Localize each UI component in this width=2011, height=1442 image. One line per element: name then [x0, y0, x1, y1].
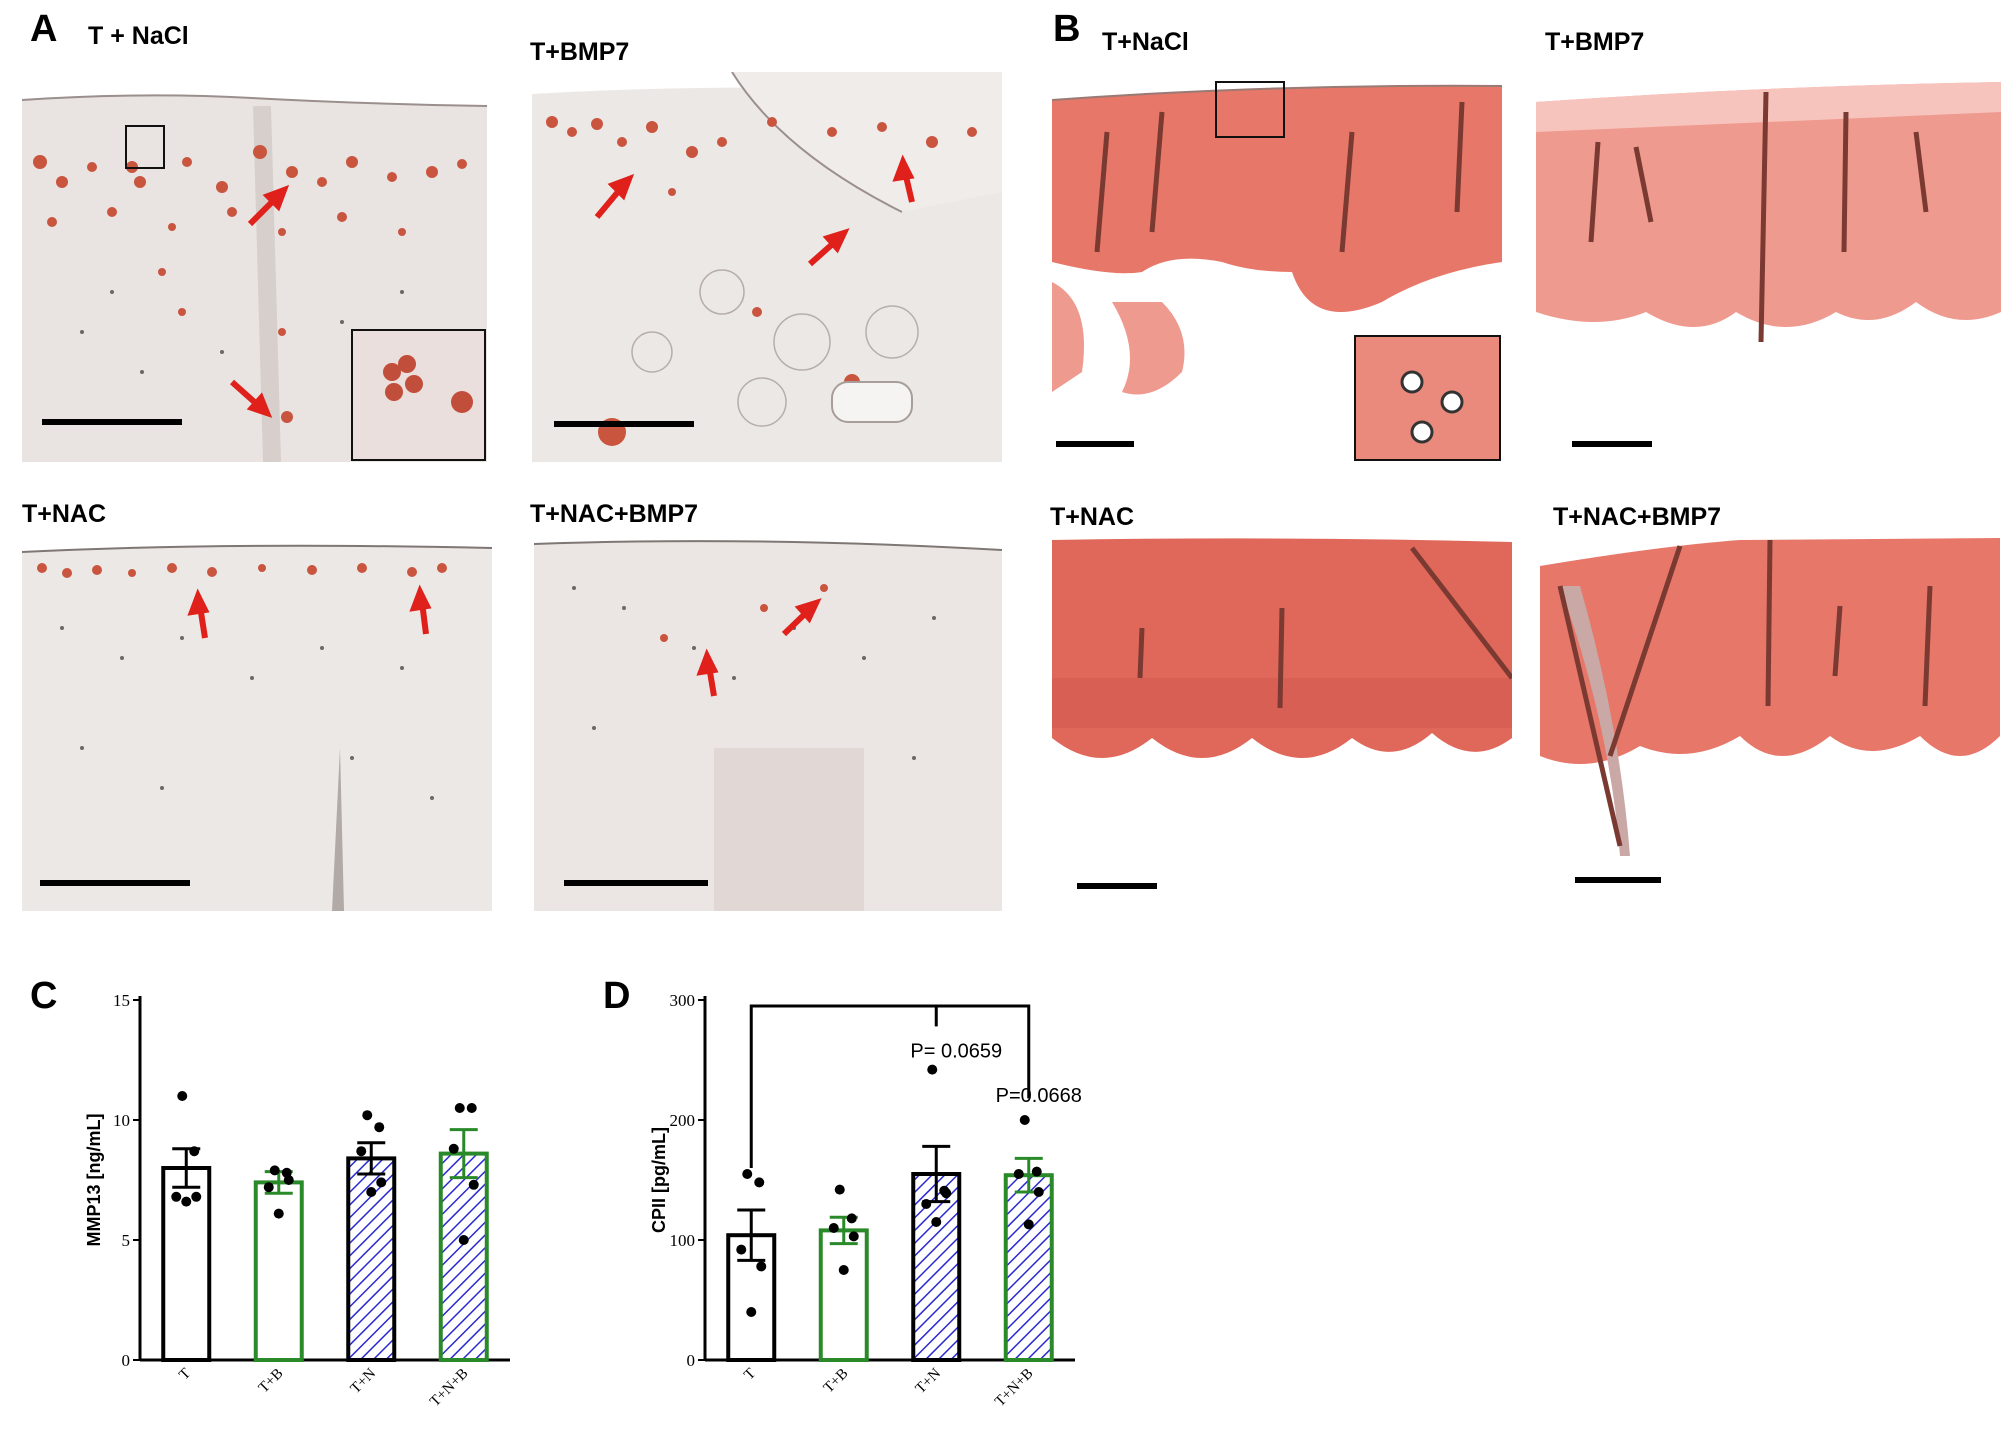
panel-d-y-tick-label: 0 — [687, 1351, 696, 1370]
panel-c-data-point — [191, 1191, 202, 1202]
panel-c-x-tick-label: T — [176, 1366, 194, 1384]
panel-c-data-point — [458, 1235, 469, 1245]
panel-d-x-tick-label: T+B — [821, 1366, 852, 1397]
panel-a-title-t-nac: T+NAC — [22, 500, 107, 528]
panel-d-data-point — [746, 1307, 757, 1317]
panel-d-data-point — [736, 1244, 747, 1255]
panel-a-title-t-nac-bmp7: T+NAC+BMP7 — [530, 500, 699, 528]
panel-d-bar-t-b — [818, 1228, 869, 1362]
panel-b-title-t-bmp7: T+BMP7 — [1545, 28, 1645, 56]
panel-d-data-point — [921, 1199, 932, 1209]
panel-a-letter: A — [30, 8, 58, 50]
panel-d-data-point — [828, 1223, 839, 1233]
panel-d-data-point — [756, 1261, 767, 1272]
panel-c-x-tick-label: T+N — [348, 1365, 380, 1397]
panel-d-data-point — [927, 1064, 938, 1075]
panel-c-data-point — [177, 1091, 188, 1101]
panel-d-p-value-label: P=0.0668 — [996, 1085, 1082, 1107]
panel-d-bar-t-n-b — [1003, 1173, 1054, 1362]
panel-c-x-tick-label: T+N+B — [427, 1366, 471, 1410]
panel-c-data-point — [171, 1191, 182, 1202]
panel-d-y-tick-label: 100 — [670, 1231, 696, 1250]
panel-d-data-point — [742, 1169, 753, 1179]
panel-c-y-tick-label: 15 — [113, 991, 130, 1010]
panel-b-title-t-nac: T+NAC — [1050, 503, 1135, 531]
panel-d-x-tick-label: T+N — [913, 1365, 945, 1397]
panel-c-data-point — [466, 1103, 477, 1113]
panel-c-data-point — [283, 1175, 294, 1185]
panel-c-data-point — [263, 1182, 274, 1193]
panel-d-y-tick-label: 200 — [670, 1111, 696, 1130]
panel-c-data-point — [374, 1122, 385, 1133]
panel-c-data-point — [189, 1146, 200, 1157]
panel-d-data-point — [834, 1184, 845, 1195]
panel-d-chart: CPII [pg/mL] 0 100 200 300 T T+B T+N T+N+B P= 0.… — [649, 991, 1082, 1410]
panel-d-letter: D — [603, 975, 631, 1017]
panel-a-micrograph-t-nac-bmp7 — [534, 528, 1002, 911]
panel-a-micrograph-t-nac — [22, 528, 492, 911]
panel-c-y-tick-label: 5 — [122, 1231, 131, 1250]
panel-c-data-point — [468, 1179, 479, 1190]
panel-b-micrograph-t-bmp7 — [1536, 72, 2001, 462]
panel-b-title-t-nacl: T+NaCl — [1102, 28, 1189, 56]
panel-c-y-axis-label: MMP13 [ng/mL] — [84, 1114, 104, 1247]
panel-c-data-point — [376, 1177, 387, 1188]
panel-d-bar-t-n — [911, 1172, 962, 1362]
panel-d-x-tick-label: T+N+B — [992, 1366, 1036, 1410]
panel-c-data-point — [366, 1187, 377, 1197]
panel-d-data-point — [941, 1188, 952, 1199]
panel-d-data-point — [1023, 1219, 1034, 1230]
panel-c-bar-t — [161, 1166, 212, 1362]
panel-c-data-point — [362, 1110, 373, 1121]
panel-d-data-point — [1013, 1169, 1024, 1179]
panel-d-data-point — [1019, 1115, 1030, 1125]
panel-d-data-point — [931, 1217, 942, 1227]
panel-c-y-tick-label: 10 — [113, 1111, 130, 1130]
panel-c-data-point — [181, 1196, 192, 1207]
panel-d-data-point — [1031, 1166, 1042, 1177]
panel-d-data-point — [1033, 1187, 1044, 1197]
panel-a-title-t-nacl: T + NaCl — [88, 22, 189, 50]
panel-d-significance-bracket — [749, 1004, 1031, 1168]
panel-a-title-t-bmp7: T+BMP7 — [530, 38, 630, 66]
panel-d-y-tick-label: 300 — [670, 991, 696, 1010]
panel-a-micrograph-t-bmp7 — [532, 72, 1002, 462]
panel-b-micrograph-t-nacl — [1052, 72, 1502, 462]
panel-d-data-point — [848, 1231, 859, 1242]
panel-b-letter: B — [1053, 8, 1081, 50]
panel-c-data-point — [356, 1146, 367, 1157]
panel-c-y-tick-label: 0 — [122, 1351, 131, 1370]
panel-c-data-point — [448, 1143, 459, 1154]
panel-d-data-point — [846, 1213, 857, 1224]
panel-c-x-tick-label: T+B — [256, 1366, 287, 1397]
panel-b-micrograph-t-nac — [1052, 528, 1512, 918]
panel-c-bar-t-n-b — [438, 1151, 489, 1362]
panel-d-y-axis-label: CPII [pg/mL] — [649, 1127, 669, 1233]
panel-d-x-tick-label: T — [741, 1366, 759, 1384]
panel-d-data-point — [754, 1177, 765, 1188]
panel-a-micrograph-t-nacl — [22, 72, 487, 462]
panel-d-p-value-label: P= 0.0659 — [910, 1041, 1002, 1063]
panel-d-data-point — [838, 1265, 849, 1275]
panel-c-data-point — [454, 1103, 465, 1113]
panel-c-chart: MMP13 [ng/mL] 0 5 10 15 T T+B T+N T+N+B — [84, 991, 510, 1410]
panel-c-data-point — [273, 1208, 284, 1219]
panel-c-data-point — [269, 1165, 280, 1176]
panel-b-micrograph-t-nac-bmp7 — [1540, 526, 2000, 906]
panel-c-letter: C — [30, 975, 58, 1017]
